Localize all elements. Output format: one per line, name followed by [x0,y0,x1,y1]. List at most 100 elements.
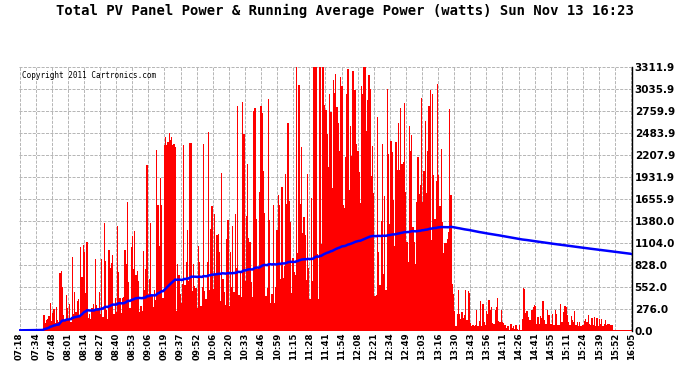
Bar [84,252,85,331]
Bar [329,94,331,331]
Bar [523,288,524,331]
Bar [258,268,259,331]
Bar [130,247,132,331]
Bar [172,145,173,331]
Bar [73,314,74,331]
Bar [340,76,342,331]
Bar [56,307,57,331]
Bar [221,173,222,331]
Bar [160,178,161,331]
Bar [476,310,477,331]
Bar [567,315,568,331]
Bar [177,264,178,331]
Bar [432,94,433,331]
Bar [308,268,310,331]
Bar [199,262,200,331]
Bar [116,312,117,331]
Bar [301,147,302,331]
Bar [610,326,611,331]
Bar [386,89,388,331]
Bar [291,293,293,331]
Bar [63,315,64,331]
Bar [578,326,579,331]
Bar [355,90,356,331]
Bar [269,220,270,331]
Bar [522,319,523,331]
Bar [617,330,618,331]
Bar [631,330,632,331]
Bar [190,143,192,331]
Bar [598,326,599,331]
Bar [95,259,96,331]
Bar [145,269,146,331]
Bar [460,320,462,331]
Bar [553,325,555,331]
Bar [431,240,432,331]
Bar [596,318,598,331]
Bar [568,322,569,331]
Bar [361,87,362,331]
Bar [627,330,628,331]
Bar [135,275,137,331]
Bar [413,227,414,331]
Bar [106,310,107,331]
Bar [164,146,165,331]
Bar [159,246,160,331]
Bar [53,309,55,331]
Bar [277,195,279,331]
Bar [124,250,126,331]
Bar [30,330,31,331]
Bar [525,313,526,331]
Bar [428,106,430,331]
Bar [86,242,88,331]
Bar [417,157,419,331]
Bar [536,324,538,331]
Bar [372,146,373,331]
Bar [589,324,590,331]
Bar [231,287,233,331]
Bar [571,315,572,331]
Bar [273,205,274,331]
Bar [90,320,91,331]
Bar [237,106,238,331]
Bar [411,135,413,331]
Bar [540,316,541,331]
Bar [21,330,23,331]
Bar [208,132,209,331]
Bar [470,324,471,331]
Bar [419,194,420,331]
Bar [446,239,448,331]
Bar [149,279,150,331]
Bar [105,261,106,331]
Bar [416,201,417,331]
Bar [435,181,437,331]
Bar [220,302,221,331]
Bar [264,213,266,331]
Bar [459,314,460,331]
Bar [156,150,157,331]
Bar [137,271,138,331]
Bar [539,324,540,331]
Bar [353,90,355,331]
Bar [96,305,97,331]
Bar [577,322,578,331]
Bar [482,304,484,331]
Bar [395,141,397,331]
Bar [575,325,577,331]
Bar [36,330,37,331]
Bar [555,309,556,331]
Bar [557,325,558,331]
Bar [78,299,79,331]
Bar [388,154,389,331]
Bar [262,113,263,331]
Bar [533,307,534,331]
Bar [507,326,508,331]
Bar [546,324,547,331]
Bar [498,321,500,331]
Bar [173,144,175,331]
Bar [45,323,46,331]
Bar [442,222,443,331]
Bar [111,263,112,331]
Bar [558,325,560,331]
Bar [601,319,602,331]
